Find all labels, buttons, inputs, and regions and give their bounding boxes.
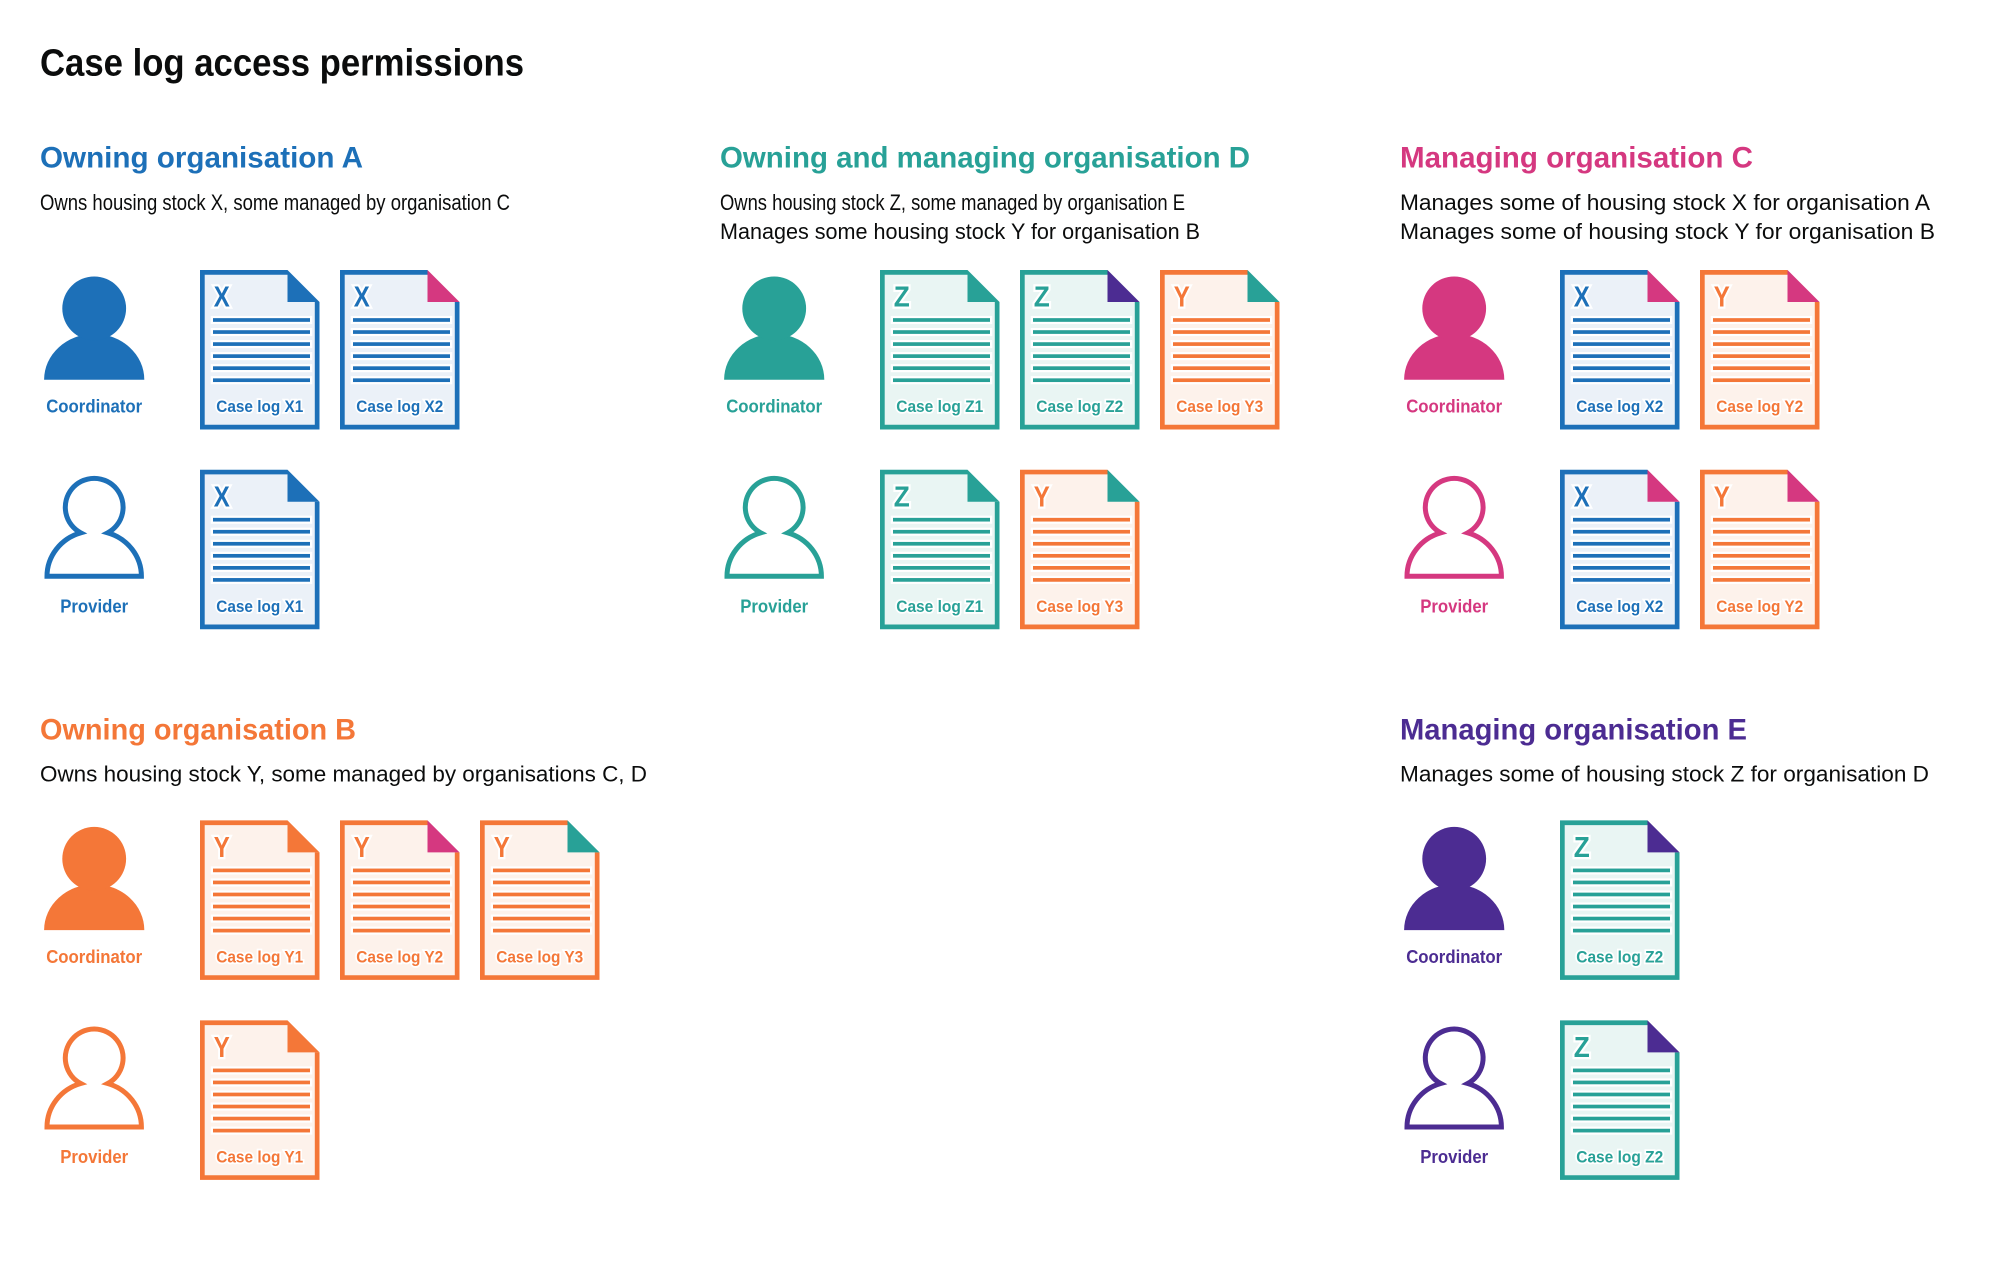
svg-text:Case log Y3: Case log Y3	[1036, 598, 1123, 616]
svg-text:Provider: Provider	[740, 595, 808, 616]
svg-text:Y: Y	[1714, 282, 1730, 314]
svg-text:Case log Y1: Case log Y1	[216, 949, 303, 967]
svg-text:Coordinator: Coordinator	[1406, 396, 1502, 417]
svg-text:Case log Z2: Case log Z2	[1036, 398, 1123, 416]
svg-text:Z: Z	[1574, 1032, 1590, 1064]
svg-text:Z: Z	[1574, 832, 1590, 864]
svg-text:Provider: Provider	[60, 595, 128, 616]
svg-text:Provider: Provider	[1420, 1146, 1488, 1167]
svg-text:Y: Y	[494, 832, 510, 864]
svg-text:Y: Y	[1034, 481, 1050, 513]
svg-text:Manages some of housing stock: Manages some of housing stock Z for orga…	[1400, 761, 1929, 786]
svg-text:Owns housing stock X, some man: Owns housing stock X, some managed by or…	[40, 190, 510, 215]
svg-text:X: X	[214, 481, 230, 513]
svg-text:Case log X1: Case log X1	[216, 398, 303, 416]
svg-text:Z: Z	[1034, 282, 1050, 314]
svg-text:X: X	[214, 282, 230, 314]
svg-text:Case log Y2: Case log Y2	[356, 949, 443, 967]
svg-text:Coordinator: Coordinator	[46, 946, 142, 967]
svg-text:Y: Y	[214, 832, 230, 864]
svg-text:Managing organisation E: Managing organisation E	[1400, 714, 1747, 747]
svg-text:Owns housing stock Y, some man: Owns housing stock Y, some managed by or…	[40, 761, 647, 786]
svg-text:X: X	[1574, 282, 1590, 314]
svg-text:Case log Y2: Case log Y2	[1716, 398, 1803, 416]
svg-text:Y: Y	[1174, 282, 1190, 314]
svg-text:Z: Z	[894, 481, 910, 513]
svg-text:Provider: Provider	[60, 1146, 128, 1167]
svg-text:Case log X2: Case log X2	[1576, 598, 1663, 616]
svg-text:Coordinator: Coordinator	[46, 396, 142, 417]
svg-text:Manages some housing stock Y f: Manages some housing stock Y for organis…	[720, 219, 1200, 244]
svg-text:Case log X2: Case log X2	[356, 398, 443, 416]
svg-text:Coordinator: Coordinator	[1406, 946, 1502, 967]
svg-text:Case log X2: Case log X2	[1576, 398, 1663, 416]
svg-text:Case log access permissions: Case log access permissions	[40, 43, 524, 85]
svg-text:Y: Y	[214, 1032, 230, 1064]
svg-text:Z: Z	[894, 282, 910, 314]
svg-text:Manages some of housing stock: Manages some of housing stock X for orga…	[1400, 190, 1930, 215]
svg-text:Owning and managing organisati: Owning and managing organisation D	[720, 142, 1250, 175]
svg-text:Owning organisation B: Owning organisation B	[40, 714, 356, 747]
svg-text:Case log Z2: Case log Z2	[1576, 1149, 1663, 1167]
svg-text:Manages some of housing stock: Manages some of housing stock Y for orga…	[1400, 219, 1935, 244]
svg-text:Case log Y1: Case log Y1	[216, 1149, 303, 1167]
svg-text:X: X	[1574, 481, 1590, 513]
svg-text:Case log Y3: Case log Y3	[1176, 398, 1263, 416]
svg-text:Y: Y	[1714, 481, 1730, 513]
svg-text:Case log Z1: Case log Z1	[896, 598, 983, 616]
svg-text:X: X	[354, 282, 370, 314]
svg-text:Case log Z2: Case log Z2	[1576, 949, 1663, 967]
svg-text:Coordinator: Coordinator	[726, 396, 822, 417]
svg-text:Owning organisation A: Owning organisation A	[40, 142, 363, 175]
svg-text:Y: Y	[354, 832, 370, 864]
svg-text:Case log Z1: Case log Z1	[896, 398, 983, 416]
svg-text:Owns housing stock Z, some man: Owns housing stock Z, some managed by or…	[720, 190, 1185, 215]
svg-text:Provider: Provider	[1420, 595, 1488, 616]
svg-text:Case log Y3: Case log Y3	[496, 949, 583, 967]
svg-text:Case log Y2: Case log Y2	[1716, 598, 1803, 616]
svg-text:Case log X1: Case log X1	[216, 598, 303, 616]
svg-text:Managing organisation C: Managing organisation C	[1400, 142, 1753, 175]
